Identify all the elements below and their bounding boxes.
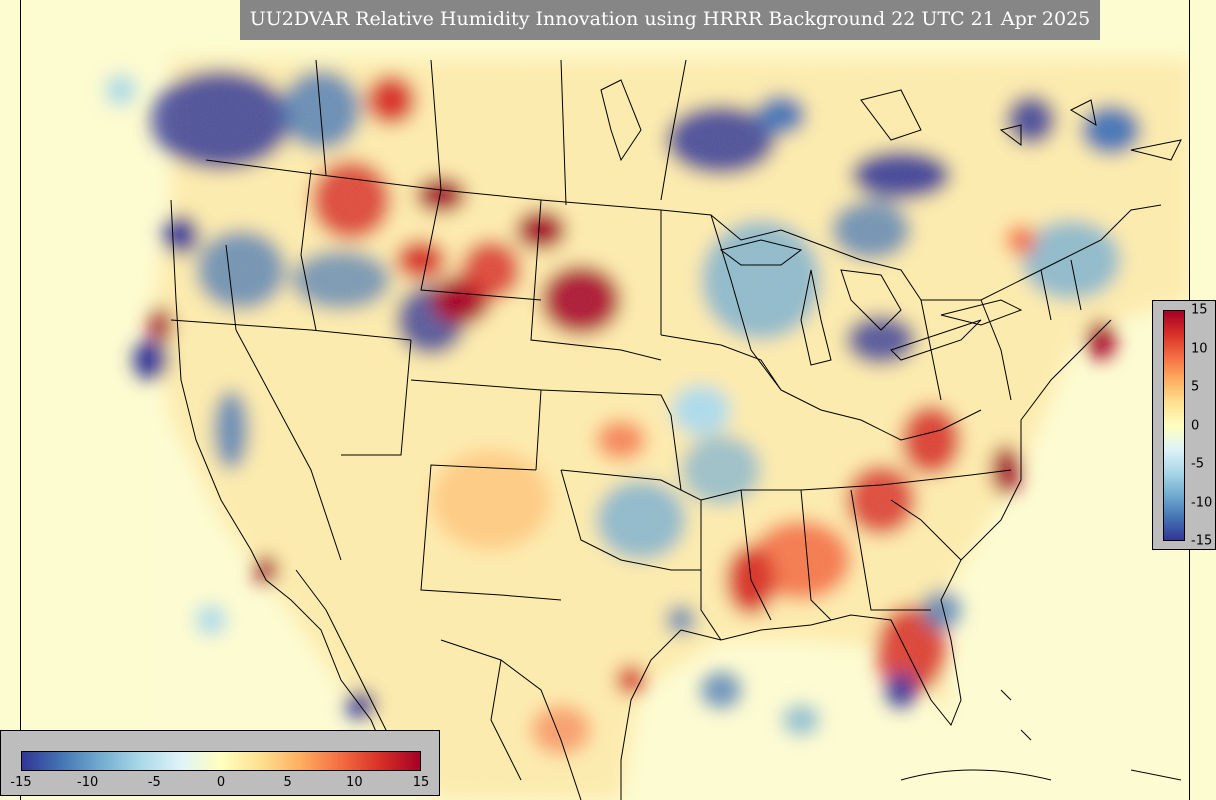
map-panel (20, 0, 1190, 800)
political-boundaries (170, 59, 1182, 800)
colorbar-tick-label: 0 (216, 775, 226, 790)
colorbar-tick-label: -15 (10, 775, 32, 790)
colorbar-tick-label: 5 (283, 775, 292, 790)
colorbar-tick-label: 10 (346, 775, 363, 790)
colorbar-vertical-gradient (1163, 310, 1185, 541)
colorbar-tick-label: 10 (1191, 341, 1208, 356)
colorbar-tick-label: -10 (1191, 495, 1213, 510)
innovation-map (21, 0, 1189, 800)
colorbar-tick-label: -5 (147, 775, 161, 790)
map-title: UU2DVAR Relative Humidity Innovation usi… (240, 0, 1100, 40)
colorbar-tick-label: 15 (1191, 302, 1208, 318)
colorbar-tick-label: -5 (1191, 456, 1204, 472)
colorbar-tick-label: 5 (1191, 379, 1200, 395)
colorbar-vertical: 15 10 5 0 -5 -10 -15 (1152, 300, 1216, 550)
colorbar-tick-label: 0 (1191, 418, 1200, 433)
fine-scale-noise (151, 60, 1189, 800)
colorbar-tick-label: -10 (77, 775, 99, 790)
colorbar-horizontal: -15 -10 -5 0 5 10 15 (0, 730, 440, 796)
colorbar-tick-label: 15 (412, 775, 430, 790)
colorbar-horizontal-gradient (21, 751, 421, 771)
colorbar-tick-label: -15 (1191, 533, 1213, 549)
